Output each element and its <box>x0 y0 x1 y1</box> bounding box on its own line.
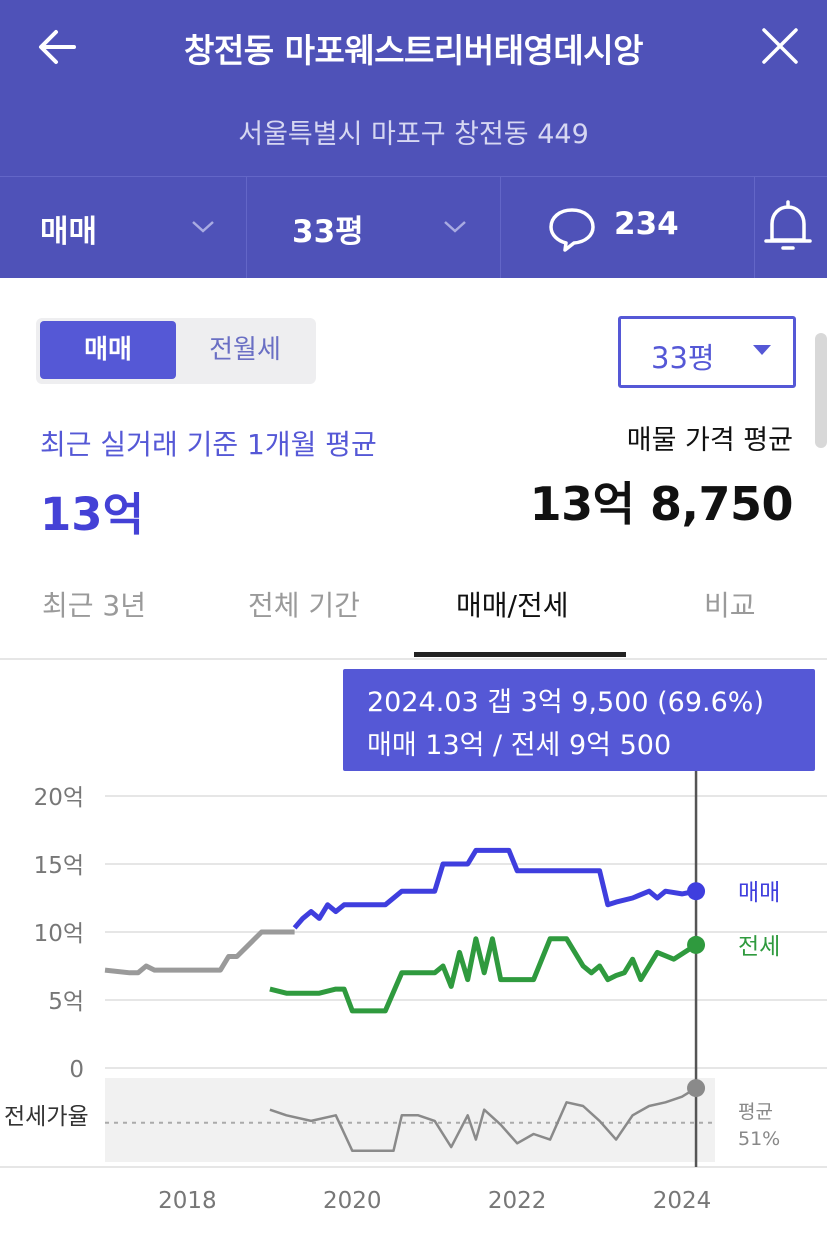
divider <box>754 176 755 278</box>
tooltip-gap-line: 2024.03 갭 3억 9,500 (69.6%) <box>367 687 764 718</box>
x-tick-label: 2020 <box>323 1188 382 1214</box>
ratio-band <box>105 1078 715 1162</box>
complex-address: 서울특별시 마포구 창전동 449 <box>238 119 589 150</box>
deal-type-label: 매매 <box>40 214 98 250</box>
close-icon[interactable] <box>758 24 802 68</box>
divider <box>500 176 501 278</box>
bell-icon <box>764 200 812 250</box>
divider <box>246 176 247 278</box>
tab-recent-3y[interactable]: 최근 3년 <box>42 589 146 622</box>
chevron-down-icon <box>444 221 466 233</box>
recent-trade-label: 최근 실거래 기준 1개월 평균 <box>40 428 377 461</box>
period-tabs: 최근 3년 전체 기간 매매/전세 비교 <box>0 560 827 660</box>
sale-line <box>292 847 697 930</box>
caret-down-icon <box>753 345 771 355</box>
y-tick-label: 15억 <box>34 853 84 879</box>
scrollbar[interactable] <box>815 333 827 448</box>
deal-type-select[interactable]: 매매 <box>0 176 246 278</box>
tooltip-price-line: 매매 13억 / 전세 9억 500 <box>367 730 672 761</box>
toggle-rent-button[interactable]: 전월세 <box>209 335 281 365</box>
tab-compare[interactable]: 비교 <box>704 589 756 622</box>
sale-series-label: 매매 <box>738 880 780 906</box>
comments-button[interactable]: 234 <box>500 176 754 278</box>
speech-bubble-icon <box>549 208 595 252</box>
active-tab-indicator <box>414 652 626 657</box>
comment-count: 234 <box>614 206 679 242</box>
toggle-sale-button[interactable]: 매매 <box>40 321 176 379</box>
filter-bar <box>0 176 827 279</box>
sale-early-line <box>104 929 295 976</box>
y-tick-label: 20억 <box>34 785 84 811</box>
listing-avg-label: 매물 가격 평균 <box>626 425 793 456</box>
ratio-label: 전세가율 <box>4 1104 89 1130</box>
listing-avg-value: 13억 8,750 <box>529 477 794 531</box>
sale-marker <box>687 882 706 901</box>
size-dropdown[interactable]: 33평 <box>618 316 796 388</box>
complex-title: 창전동 마포웨스트리버태영데시앙 <box>184 31 643 70</box>
chevron-down-icon <box>192 221 214 233</box>
x-tick-label: 2018 <box>158 1188 217 1214</box>
app-header: 창전동 마포웨스트리버태영데시앙 서울특별시 마포구 창전동 449 <box>0 0 827 278</box>
y-tick-label: 5억 <box>48 989 84 1015</box>
x-tick-label: 2022 <box>488 1188 547 1214</box>
notification-button[interactable] <box>754 176 827 278</box>
tab-sale-rent[interactable]: 매매/전세 <box>456 589 569 622</box>
rent-series-label: 전세 <box>738 934 780 960</box>
ratio-line <box>269 1087 697 1153</box>
ratio-average-value: 51% <box>738 1128 780 1150</box>
y-tick-label: 10억 <box>34 921 84 947</box>
size-dropdown-label: 33평 <box>651 341 715 375</box>
tab-all-period[interactable]: 전체 기간 <box>248 589 360 622</box>
chart-tooltip: 2024.03 갭 3억 9,500 (69.6%) 매매 13억 / 전세 9… <box>343 669 815 771</box>
deal-toggle: 매매 전월세 <box>36 318 316 384</box>
recent-trade-value: 13억 <box>40 488 145 541</box>
rent-line <box>269 936 698 1014</box>
y-tick-label: 0 <box>69 1057 84 1083</box>
x-tick-label: 2024 <box>653 1188 712 1214</box>
ratio-average-label: 평균 <box>738 1101 773 1123</box>
size-label: 33평 <box>292 214 364 250</box>
ratio-marker <box>687 1079 706 1098</box>
size-select[interactable]: 33평 <box>246 176 500 278</box>
price-chart[interactable]: 20억 15억 10억 5억 0 2018 2020 2022 2024 전세가율 평균 51% 매매전… <box>0 770 827 1235</box>
rent-marker <box>687 935 706 954</box>
back-arrow-icon[interactable] <box>34 24 80 70</box>
